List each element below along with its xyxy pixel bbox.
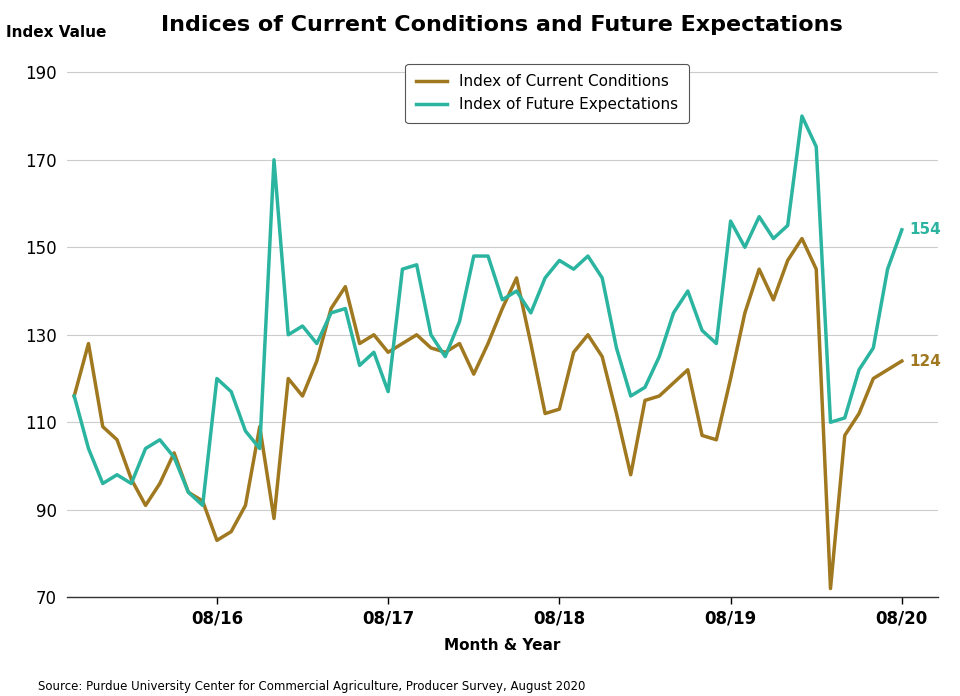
X-axis label: Month & Year: Month & Year [444,638,561,653]
Text: Index Value: Index Value [6,24,107,40]
Legend: Index of Current Conditions, Index of Future Expectations: Index of Current Conditions, Index of Fu… [405,63,688,122]
Title: Indices of Current Conditions and Future Expectations: Indices of Current Conditions and Future… [161,15,843,35]
Text: Source: Purdue University Center for Commercial Agriculture, Producer Survey, Au: Source: Purdue University Center for Com… [38,679,586,693]
Text: 154: 154 [909,222,941,237]
Text: 124: 124 [909,354,941,368]
